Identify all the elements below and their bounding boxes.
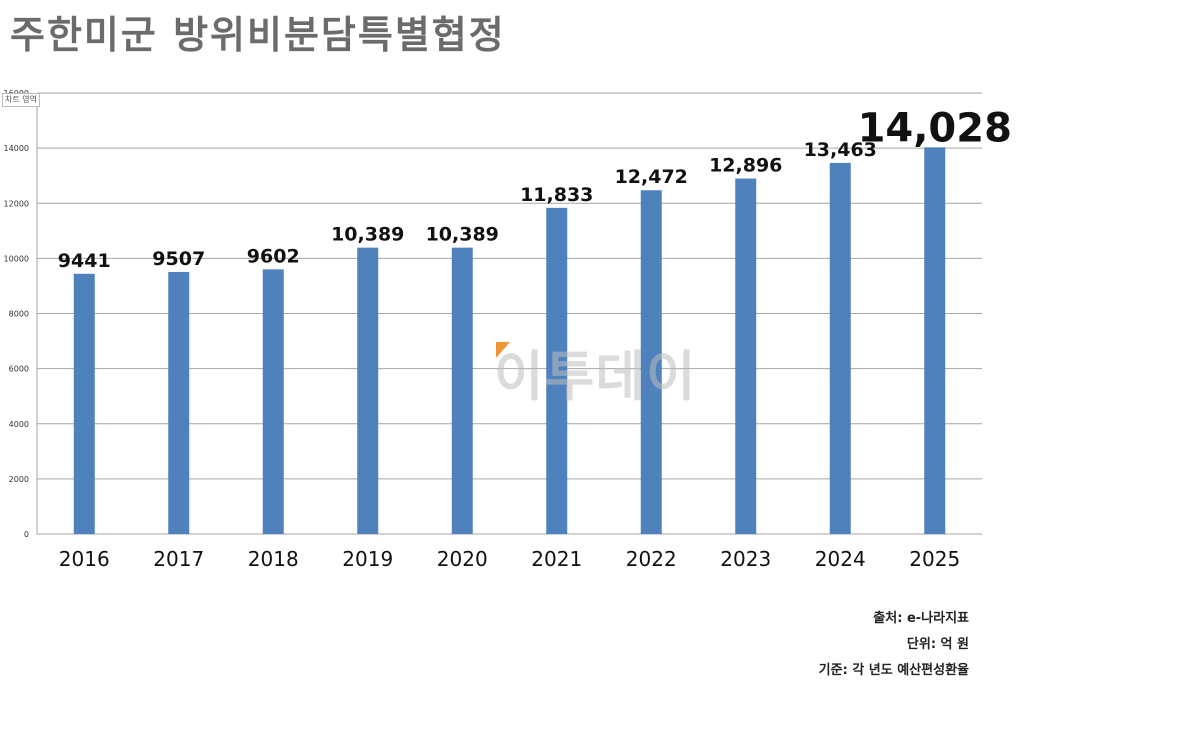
bar-2018	[262, 269, 284, 534]
x-tick-label: 2023	[720, 547, 771, 571]
y-tick-label: 2000	[9, 475, 29, 484]
bar-2024	[829, 162, 851, 534]
chart-title: 주한미군 방위비분담특별협정	[10, 13, 506, 57]
bar-2022	[640, 190, 662, 535]
x-tick-label: 2019	[342, 547, 393, 571]
y-tick-label: 8000	[9, 310, 29, 319]
bar-2017	[168, 271, 190, 534]
bar-2023	[735, 178, 757, 534]
data-label: 9602	[247, 245, 300, 267]
x-tick-label: 2025	[909, 547, 960, 571]
source-note: 출처: e-나라지표	[873, 611, 969, 626]
basis-note: 기준: 각 년도 예산편성환율	[818, 663, 969, 678]
gridlines	[36, 92, 982, 535]
x-tick-label: 2021	[531, 547, 582, 571]
x-tick-label: 2017	[153, 547, 204, 571]
data-label: 13,463	[804, 139, 877, 161]
y-tick-label: 0	[24, 530, 29, 539]
y-tick-label: 12000	[4, 199, 29, 208]
chart-notes: 출처: e-나라지표 단위: 억 원 기준: 각 년도 예산편성환율	[819, 606, 969, 684]
x-tick-labels: 2016 2017 2018 2019 2020 2021 2022 2023 2024 2025	[59, 547, 960, 571]
unit-note: 단위: 억 원	[906, 637, 969, 652]
bar-2020	[451, 247, 473, 534]
data-label: 9507	[152, 248, 205, 270]
x-tick-label: 2020	[437, 547, 488, 571]
y-tick-label: 10000	[4, 254, 29, 263]
data-label: 12,896	[709, 155, 782, 177]
y-tick-label: 6000	[9, 365, 29, 374]
bar-2025	[924, 147, 946, 534]
data-label: 11,833	[520, 184, 593, 206]
x-tick-label: 2022	[626, 547, 677, 571]
data-label: 10,389	[331, 224, 404, 246]
y-tick-label: 14000	[4, 144, 29, 153]
data-labels: 9441 9507 9602 10,389 10,389 11,833 12,472 12,8…	[58, 105, 1012, 271]
y-tick-label: 4000	[9, 420, 29, 429]
bar-2021	[546, 207, 568, 534]
data-label: 12,472	[615, 166, 688, 188]
data-label: 10,389	[426, 224, 499, 246]
bar-2016	[73, 273, 95, 534]
x-tick-label: 2016	[59, 547, 110, 571]
y-tick-labels: 0200040006000800010000120001400016000	[4, 89, 29, 539]
bar-2019	[357, 247, 379, 534]
chart-area-tag: 차트 영역	[2, 93, 40, 107]
watermark: 이투데이	[494, 345, 697, 408]
data-label: 9441	[58, 250, 111, 272]
x-tick-label: 2018	[248, 547, 299, 571]
x-tick-label: 2024	[815, 547, 866, 571]
watermark-logo-icon	[496, 342, 510, 358]
bars	[73, 147, 946, 535]
data-label: 14,028	[858, 105, 1012, 151]
